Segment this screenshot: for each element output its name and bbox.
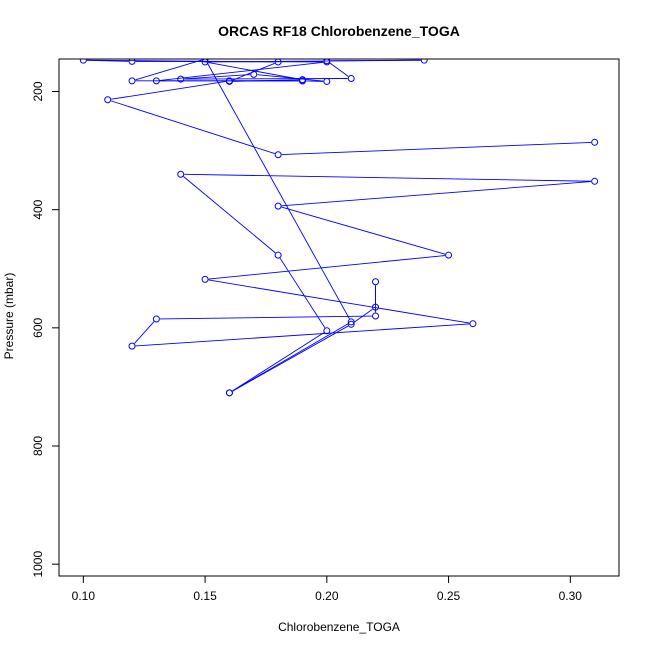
x-tick-label: 0.25 bbox=[437, 589, 461, 603]
x-tick-label: 0.10 bbox=[72, 589, 96, 603]
series-segment bbox=[136, 61, 324, 62]
x-axis-label: Chlorobenzene_TOGA bbox=[278, 620, 400, 634]
x-tick-label: 0.20 bbox=[315, 589, 339, 603]
y-tick-label: 200 bbox=[31, 81, 45, 101]
x-tick-label: 0.30 bbox=[559, 589, 583, 603]
y-tick-label: 400 bbox=[31, 199, 45, 219]
chart-title: ORCAS RF18 Chlorobenzene_TOGA bbox=[218, 23, 460, 39]
y-axis-label: Pressure (mbar) bbox=[2, 273, 16, 360]
series-segment bbox=[184, 79, 347, 80]
y-tick-label: 800 bbox=[31, 436, 45, 456]
y-tick-label: 600 bbox=[31, 318, 45, 338]
x-tick-label: 0.15 bbox=[193, 589, 217, 603]
y-tick-label: 1000 bbox=[31, 551, 45, 578]
